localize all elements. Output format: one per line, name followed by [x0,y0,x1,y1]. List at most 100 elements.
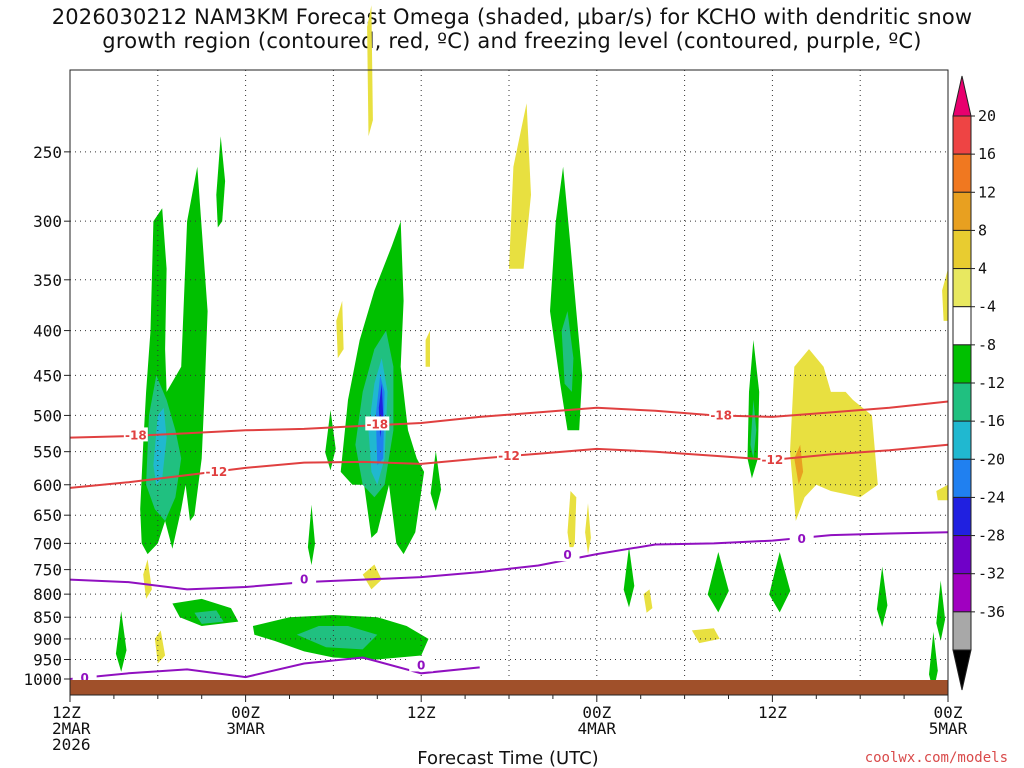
colorbar-bin [952,611,972,651]
colorbar-top-triangle [952,75,972,117]
omega-region [216,136,226,228]
omega-region [585,503,591,555]
colorbar-label: -16 [978,412,1005,430]
contour-label-bg [292,571,317,586]
y-tick-label: 550 [33,443,62,462]
contour-label: 0 [797,532,805,546]
contour-label-bg [123,427,148,442]
colorbar-bottom-triangle [952,649,972,691]
contour-label-bg [204,463,229,478]
contour-label-bg [555,547,580,562]
y-tick-label: 250 [33,143,62,162]
colorbar-label: 4 [978,260,987,278]
colorbar-label: -12 [978,374,1005,392]
y-tick-label: 450 [33,366,62,385]
contour-label-bg [789,531,814,546]
omega-region [194,610,224,624]
y-tick-label: 850 [33,608,62,627]
omega-region [936,484,948,501]
x-tick-label: 3MAR [226,719,265,738]
omega-region [336,300,344,359]
contour-label: 0 [300,573,308,587]
credit-text: coolwx.com/models [865,750,1008,766]
omega-region [509,103,531,269]
omega-shading [115,5,948,693]
contour-label: -18 [125,428,147,442]
omega-region [929,631,938,693]
colorbar-label: -8 [978,336,996,354]
colorbar-bin [952,496,972,537]
chart-title-line1: 2026030212 NAM3KM Forecast Omega (shaded… [51,5,973,29]
colorbar-bin [952,153,972,193]
x-tick-label: 00Z [231,703,260,722]
y-tick-label: 600 [33,476,62,495]
omega-region [153,407,167,485]
omega-region [307,504,315,566]
x-tick-label: 2MAR [52,719,91,738]
omega-region [691,628,720,644]
contour-label: -12 [205,465,227,479]
terrain-surface [70,680,948,695]
colorbar-bin [952,535,972,575]
dgz-minus18-contour [69,400,949,439]
colorbar-bin [952,268,972,308]
colorbar-bin [952,573,972,613]
x-tick-label: 00Z [582,703,611,722]
omega-region [425,330,430,367]
colorbar-label: -36 [978,603,1005,621]
grid [70,70,948,695]
x-tick-label: 2026 [52,735,91,754]
colorbar-label: -20 [978,450,1005,468]
colorbar-bin [952,115,972,155]
x-tick-label: 12Z [52,703,81,722]
omega-region [567,491,577,555]
omega-region [769,552,791,613]
contour-label: 0 [563,548,571,562]
omega-region [936,580,946,641]
omega-region [430,450,442,512]
colorbar-bin [952,191,972,231]
omega-region [362,564,382,590]
contour-label-bg [409,657,434,672]
axes: 250 300 350 400 450 500 550 600 650 700 750 800 850 9… [23,69,968,754]
colorbar-bin [952,458,972,498]
colorbar-bin [952,306,972,346]
x-tick-label: 5MAR [929,719,968,738]
y-tick-label: 500 [33,406,62,425]
colorbar-label: 12 [978,183,996,201]
y-tick-label: 350 [33,271,62,290]
colorbar-label: 8 [978,221,987,239]
colorbar-label: 16 [978,145,996,163]
y-tick-label: 750 [33,561,62,580]
colorbar-label: -24 [978,488,1005,506]
contours: -18 -18 -18 -12 -12 -12 0 0 0 0 0 [69,400,949,685]
colorbar-label: -32 [978,565,1005,583]
colorbar-bin [952,420,972,460]
contour-label-bg [709,407,734,422]
contour-label-bg [760,451,785,466]
omega-region [367,5,373,137]
y-tick-label: 300 [33,212,62,231]
contour-label: -12 [498,449,520,463]
x-tick-label: 12Z [758,703,787,722]
omega-region [794,444,804,485]
omega-region [643,589,653,613]
omega-region [623,547,635,608]
contour-label: -12 [762,453,784,467]
omega-region [296,626,378,650]
colorbar-bin [952,382,972,422]
contour-label: -18 [366,417,388,431]
colorbar-label: 20 [978,107,996,125]
x-tick-label: 12Z [407,703,436,722]
chart-title-line2: growth region (contoured, red, ºC) and f… [102,29,922,53]
colorbar-bin [952,344,972,384]
omega-region [707,552,729,613]
colorbar-label: -4 [978,298,996,316]
contour-label: 0 [417,658,425,672]
omega-region [750,399,757,459]
omega-region [876,566,888,627]
y-tick-label: 1000 [23,670,62,689]
x-tick-label: 4MAR [578,719,617,738]
omega-region [115,611,127,672]
